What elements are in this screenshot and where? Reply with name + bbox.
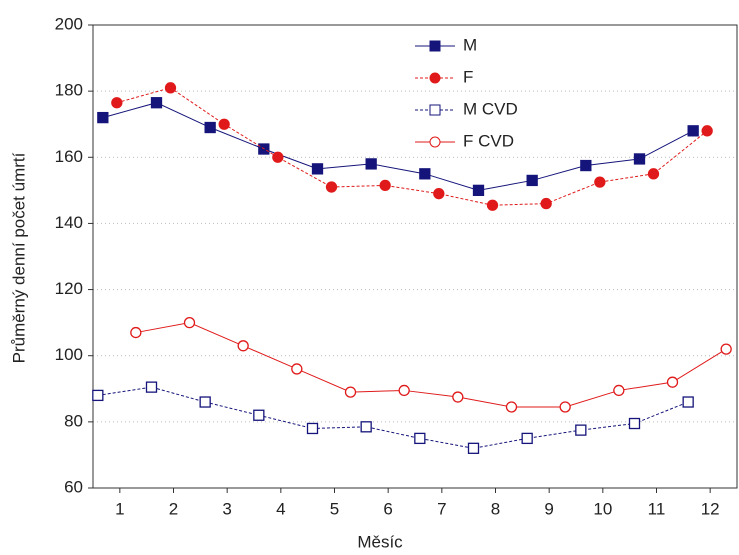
marker	[204, 121, 216, 134]
marker	[150, 97, 163, 109]
y-tick-label: 100	[55, 345, 83, 364]
plot-frame	[92, 24, 738, 489]
series-line	[97, 386, 689, 449]
x-tick-label: 12	[701, 499, 720, 518]
marker	[218, 118, 230, 130]
series-line	[116, 87, 708, 206]
legend-label: F	[463, 67, 473, 86]
x-tick-label: 8	[491, 499, 500, 518]
marker	[253, 409, 265, 421]
legend-marker	[429, 72, 441, 84]
marker	[526, 174, 538, 187]
marker	[687, 125, 699, 137]
legend-label: F CVD	[463, 131, 514, 150]
marker	[92, 389, 104, 402]
marker	[111, 97, 123, 109]
marker	[613, 384, 625, 397]
marker	[419, 168, 431, 180]
x-tick-label: 2	[169, 499, 178, 518]
marker	[575, 424, 587, 436]
legend-marker	[429, 40, 441, 52]
marker	[360, 421, 372, 433]
y-tick-label: 80	[64, 411, 83, 430]
marker	[628, 417, 641, 430]
marker	[306, 422, 319, 435]
x-tick-label: 7	[437, 499, 446, 518]
marker	[344, 386, 357, 398]
x-axis-label: Měsíc	[357, 532, 403, 551]
y-tick-label: 180	[55, 81, 83, 100]
marker	[633, 153, 646, 165]
marker	[272, 151, 284, 163]
legend-marker	[429, 136, 441, 148]
x-tick-label: 9	[544, 499, 553, 518]
y-axis-label: Průměrný denní počet úmrtí	[9, 152, 28, 363]
legend-marker	[429, 104, 441, 116]
marker	[486, 199, 499, 211]
marker	[145, 381, 158, 393]
marker	[580, 159, 592, 172]
marker	[472, 184, 485, 197]
marker	[505, 401, 518, 413]
y-tick-label: 200	[55, 14, 83, 33]
marker	[666, 376, 679, 388]
marker	[311, 163, 324, 175]
marker	[130, 326, 142, 339]
series-line	[102, 102, 694, 191]
x-tick-label: 5	[330, 499, 339, 518]
y-tick-label: 120	[55, 279, 83, 298]
marker	[379, 179, 391, 192]
y-tick-label: 140	[55, 213, 83, 232]
x-tick-label: 6	[383, 499, 392, 518]
marker	[291, 363, 303, 375]
marker	[164, 82, 177, 94]
marker	[559, 401, 571, 413]
marker	[365, 158, 377, 170]
marker	[433, 188, 445, 200]
marker	[414, 432, 426, 445]
marker	[199, 396, 211, 408]
x-tick-label: 1	[115, 499, 124, 518]
marker	[594, 176, 606, 188]
marker	[398, 384, 410, 397]
marker	[521, 432, 533, 445]
marker	[467, 442, 480, 454]
marker	[452, 391, 464, 403]
x-tick-label: 11	[648, 499, 666, 518]
x-tick-label: 10	[593, 499, 612, 518]
marker	[325, 181, 338, 193]
series-line	[135, 322, 727, 408]
marker	[97, 111, 109, 124]
marker	[237, 340, 249, 352]
y-tick-label: 60	[64, 477, 83, 496]
marker	[647, 168, 660, 180]
marker	[540, 197, 552, 210]
marker	[183, 316, 196, 329]
legend-label: M CVD	[463, 99, 518, 118]
x-tick-label: 4	[276, 499, 285, 518]
marker	[720, 343, 732, 355]
marker	[701, 125, 713, 137]
x-tick-label: 3	[222, 499, 231, 518]
y-tick-label: 160	[55, 147, 83, 166]
legend-label: M	[463, 35, 477, 54]
marker	[682, 396, 694, 408]
